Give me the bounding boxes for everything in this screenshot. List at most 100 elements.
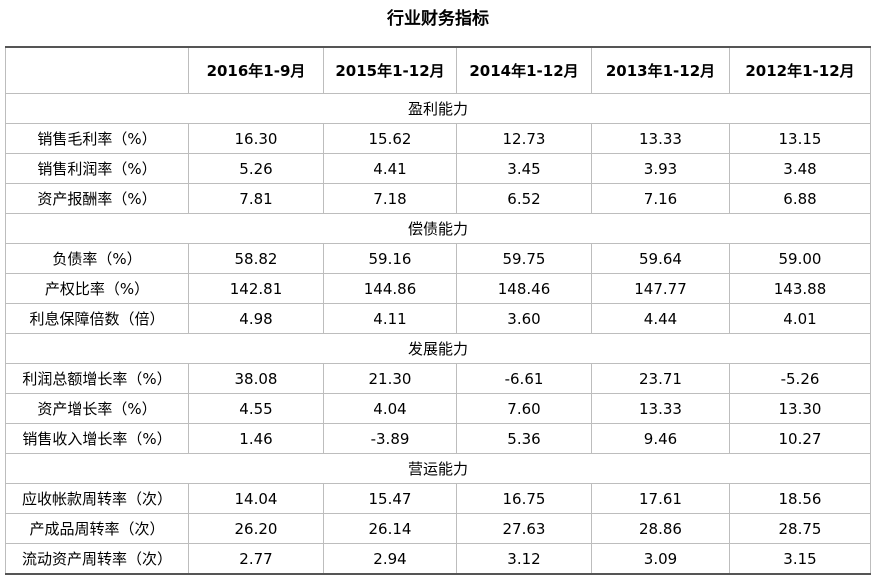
table-cell: 4.01 [729, 303, 871, 334]
table-cell: 15.47 [323, 483, 457, 514]
table-cell: 16.30 [188, 123, 324, 154]
table-row: 销售毛利率（%） 16.30 15.62 12.73 13.33 13.15 [5, 123, 871, 154]
table-row: 资产增长率（%） 4.55 4.04 7.60 13.33 13.30 [5, 393, 871, 424]
table-cell: 27.63 [456, 513, 592, 544]
table-cell: 58.82 [188, 243, 324, 274]
table-cell: 13.33 [591, 393, 730, 424]
table-cell: 4.98 [188, 303, 324, 334]
table-cell: 13.30 [729, 393, 871, 424]
table-row: 负债率（%） 58.82 59.16 59.75 59.64 59.00 [5, 243, 871, 274]
table-cell: 59.75 [456, 243, 592, 274]
section-header-row: 发展能力 [5, 333, 871, 364]
table-row: 销售收入增长率（%） 1.46 -3.89 5.36 9.46 10.27 [5, 423, 871, 454]
table-cell: 26.20 [188, 513, 324, 544]
section-header-row: 偿债能力 [5, 213, 871, 244]
table-header-row: 2016年1-9月 2015年1-12月 2014年1-12月 2013年1-1… [5, 46, 871, 94]
table-row: 利息保障倍数（倍） 4.98 4.11 3.60 4.44 4.01 [5, 303, 871, 334]
table-cell: 4.55 [188, 393, 324, 424]
table-cell: 4.41 [323, 153, 457, 184]
column-header: 2016年1-9月 [188, 46, 324, 94]
table-row: 应收帐款周转率（次） 14.04 15.47 16.75 17.61 18.56 [5, 483, 871, 514]
table-cell: 23.71 [591, 363, 730, 394]
table-cell: 144.86 [323, 273, 457, 304]
column-header: 2015年1-12月 [323, 46, 457, 94]
section-title: 营运能力 [5, 453, 871, 484]
table-cell: 26.14 [323, 513, 457, 544]
table-cell: 3.45 [456, 153, 592, 184]
table-cell: 7.18 [323, 183, 457, 214]
table-cell: 6.52 [456, 183, 592, 214]
table-cell: 3.60 [456, 303, 592, 334]
row-label: 负债率（%） [5, 243, 189, 274]
table-cell: 147.77 [591, 273, 730, 304]
column-header: 2014年1-12月 [456, 46, 592, 94]
table-cell: 14.04 [188, 483, 324, 514]
financial-indicators-table: 2016年1-9月 2015年1-12月 2014年1-12月 2013年1-1… [5, 46, 871, 575]
section-header-row: 营运能力 [5, 453, 871, 484]
row-label: 资产报酬率（%） [5, 183, 189, 214]
table-cell: 5.36 [456, 423, 592, 454]
table-row: 利润总额增长率（%） 38.08 21.30 -6.61 23.71 -5.26 [5, 363, 871, 394]
table-cell: 3.12 [456, 543, 592, 575]
table-cell: 4.11 [323, 303, 457, 334]
table-row: 产成品周转率（次） 26.20 26.14 27.63 28.86 28.75 [5, 513, 871, 544]
table-cell: 13.15 [729, 123, 871, 154]
table-cell: 5.26 [188, 153, 324, 184]
table-row: 资产报酬率（%） 7.81 7.18 6.52 7.16 6.88 [5, 183, 871, 214]
row-label: 产权比率（%） [5, 273, 189, 304]
table-cell: 15.62 [323, 123, 457, 154]
row-label: 应收帐款周转率（次） [5, 483, 189, 514]
table-cell: -6.61 [456, 363, 592, 394]
row-label: 利息保障倍数（倍） [5, 303, 189, 334]
table-cell: 7.16 [591, 183, 730, 214]
table-cell: 21.30 [323, 363, 457, 394]
table-cell: 143.88 [729, 273, 871, 304]
section-header-row: 盈利能力 [5, 93, 871, 124]
table-cell: 9.46 [591, 423, 730, 454]
table-cell: 148.46 [456, 273, 592, 304]
table-cell: 4.44 [591, 303, 730, 334]
table-cell: 3.48 [729, 153, 871, 184]
table-cell: 6.88 [729, 183, 871, 214]
row-label: 利润总额增长率（%） [5, 363, 189, 394]
column-header [5, 46, 189, 94]
table-cell: 3.09 [591, 543, 730, 575]
row-label: 销售毛利率（%） [5, 123, 189, 154]
table-cell: -3.89 [323, 423, 457, 454]
table-cell: 4.04 [323, 393, 457, 424]
table-cell: 59.64 [591, 243, 730, 274]
row-label: 产成品周转率（次） [5, 513, 189, 544]
table-cell: 28.86 [591, 513, 730, 544]
table-cell: 1.46 [188, 423, 324, 454]
table-cell: 13.33 [591, 123, 730, 154]
table-cell: 16.75 [456, 483, 592, 514]
table-cell: 7.81 [188, 183, 324, 214]
row-label: 销售利润率（%） [5, 153, 189, 184]
column-header: 2012年1-12月 [729, 46, 871, 94]
section-title: 盈利能力 [5, 93, 871, 124]
table-cell: -5.26 [729, 363, 871, 394]
row-label: 资产增长率（%） [5, 393, 189, 424]
table-cell: 38.08 [188, 363, 324, 394]
table-cell: 59.16 [323, 243, 457, 274]
section-title: 发展能力 [5, 333, 871, 364]
table-cell: 10.27 [729, 423, 871, 454]
table-cell: 18.56 [729, 483, 871, 514]
column-header: 2013年1-12月 [591, 46, 730, 94]
table-cell: 3.15 [729, 543, 871, 575]
table-cell: 2.94 [323, 543, 457, 575]
table-cell: 12.73 [456, 123, 592, 154]
table-cell: 2.77 [188, 543, 324, 575]
table-cell: 7.60 [456, 393, 592, 424]
table-cell: 142.81 [188, 273, 324, 304]
table-cell: 28.75 [729, 513, 871, 544]
table-row: 产权比率（%） 142.81 144.86 148.46 147.77 143.… [5, 273, 871, 304]
row-label: 流动资产周转率（次） [5, 543, 189, 575]
table-cell: 3.93 [591, 153, 730, 184]
section-title: 偿债能力 [5, 213, 871, 244]
table-row: 销售利润率（%） 5.26 4.41 3.45 3.93 3.48 [5, 153, 871, 184]
row-label: 销售收入增长率（%） [5, 423, 189, 454]
page-title: 行业财务指标 [387, 9, 489, 29]
table-cell: 17.61 [591, 483, 730, 514]
table-cell: 59.00 [729, 243, 871, 274]
